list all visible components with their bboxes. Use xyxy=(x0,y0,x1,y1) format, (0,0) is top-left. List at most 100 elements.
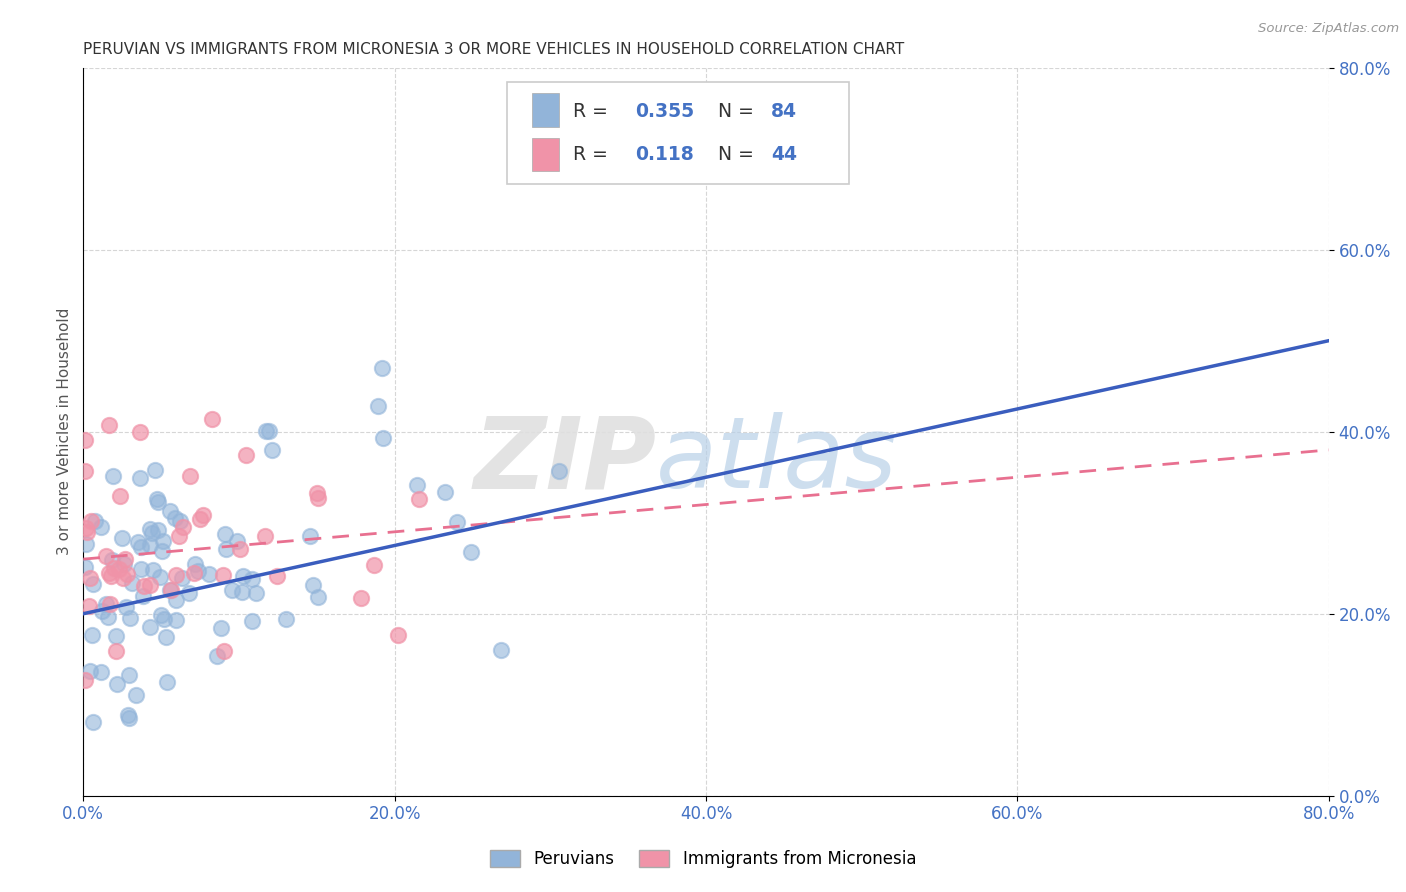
Point xyxy=(405,478,427,492)
Point xyxy=(274,612,297,626)
Text: 84: 84 xyxy=(770,102,797,121)
Point xyxy=(408,492,430,507)
Text: ZIP: ZIP xyxy=(474,412,657,509)
Text: R =: R = xyxy=(572,145,620,164)
Point xyxy=(301,578,323,592)
Point xyxy=(128,425,150,440)
Point xyxy=(165,511,187,525)
Point xyxy=(165,592,187,607)
Point xyxy=(73,560,96,574)
Point xyxy=(129,562,152,576)
Point xyxy=(305,486,328,500)
Point xyxy=(156,674,179,689)
Point xyxy=(77,599,100,613)
Point xyxy=(139,538,162,552)
Point xyxy=(169,514,191,528)
Point xyxy=(105,677,128,691)
Point xyxy=(155,630,177,644)
Point xyxy=(75,521,97,535)
Point xyxy=(73,433,96,447)
Y-axis label: 3 or more Vehicles in Household: 3 or more Vehicles in Household xyxy=(58,308,72,556)
Point xyxy=(187,564,209,578)
Point xyxy=(111,532,134,546)
Point xyxy=(159,583,181,598)
Point xyxy=(298,528,321,542)
Point xyxy=(98,417,121,432)
Point xyxy=(211,568,233,582)
Point xyxy=(139,578,162,592)
Point xyxy=(235,448,257,462)
Point xyxy=(367,399,389,413)
Point xyxy=(101,552,124,566)
Point xyxy=(115,567,138,582)
Point xyxy=(149,569,172,583)
Point xyxy=(76,524,98,539)
Point xyxy=(141,526,163,541)
Point xyxy=(112,557,135,571)
Point xyxy=(232,569,254,583)
Point xyxy=(131,540,153,554)
Text: 44: 44 xyxy=(770,145,797,164)
Point xyxy=(82,714,104,729)
Point xyxy=(90,520,112,534)
Point xyxy=(148,494,170,508)
Point xyxy=(100,569,122,583)
Point xyxy=(153,612,176,626)
Point xyxy=(209,622,232,636)
Point xyxy=(433,484,456,499)
Point xyxy=(240,572,263,586)
Point xyxy=(307,590,329,604)
Point xyxy=(103,469,125,483)
Point xyxy=(129,471,152,485)
Point xyxy=(200,412,222,426)
Text: atlas: atlas xyxy=(657,412,898,509)
Point xyxy=(205,649,228,664)
Point xyxy=(150,543,173,558)
Point xyxy=(547,464,569,478)
Point xyxy=(90,665,112,680)
Point xyxy=(197,566,219,581)
Point xyxy=(79,571,101,585)
Point xyxy=(460,544,482,558)
Point xyxy=(167,529,190,543)
Point xyxy=(134,579,156,593)
Point xyxy=(214,527,236,541)
Point xyxy=(138,620,160,634)
Point xyxy=(184,558,207,572)
Point xyxy=(127,534,149,549)
Point xyxy=(132,589,155,603)
Point xyxy=(254,424,277,438)
Point xyxy=(79,514,101,528)
Point xyxy=(98,597,121,611)
Point xyxy=(94,597,117,611)
Text: PERUVIAN VS IMMIGRANTS FROM MICRONESIA 3 OR MORE VEHICLES IN HOUSEHOLD CORRELATI: PERUVIAN VS IMMIGRANTS FROM MICRONESIA 3… xyxy=(83,42,904,57)
Point xyxy=(104,629,127,643)
Point xyxy=(159,504,181,518)
Point xyxy=(253,529,276,543)
Point xyxy=(165,613,187,627)
Point xyxy=(73,464,96,478)
Text: Source: ZipAtlas.com: Source: ZipAtlas.com xyxy=(1258,22,1399,36)
Point xyxy=(121,575,143,590)
Point xyxy=(152,534,174,549)
Point xyxy=(221,582,243,597)
Point xyxy=(118,668,141,682)
Text: 0.355: 0.355 xyxy=(636,102,695,121)
Point xyxy=(96,549,118,563)
Point xyxy=(97,610,120,624)
Point xyxy=(215,542,238,557)
Point xyxy=(229,541,252,556)
Text: R =: R = xyxy=(572,102,613,121)
Point xyxy=(84,514,107,528)
Point xyxy=(179,469,201,483)
Point xyxy=(90,604,112,618)
Point xyxy=(307,491,329,505)
Point xyxy=(363,558,385,572)
Point xyxy=(226,534,249,549)
Point xyxy=(112,571,135,585)
Point xyxy=(371,430,394,444)
Point xyxy=(103,561,125,575)
Point xyxy=(371,360,394,375)
Point xyxy=(118,711,141,725)
Point xyxy=(191,508,214,523)
